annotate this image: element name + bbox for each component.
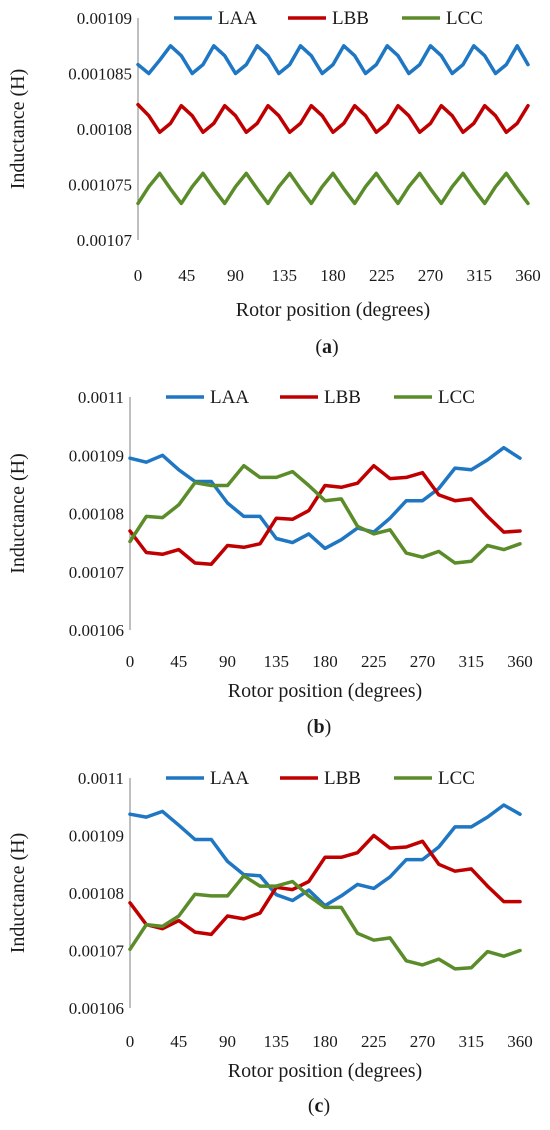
y-tick-label: 0.00107 [69, 563, 125, 582]
x-tick-label: 0 [134, 266, 143, 285]
y-tick-label: 0.0011 [78, 769, 124, 788]
x-tick-label: 225 [361, 652, 387, 671]
y-tick-label: 0.00108 [77, 120, 132, 139]
legend-label-laa: LAA [210, 387, 249, 408]
series-line-laa [128, 445, 522, 551]
y-tick-label: 0.00108 [69, 884, 124, 903]
y-tick-label: 0.001085 [68, 65, 132, 84]
x-axis-label: Rotor position (degrees) [228, 1060, 422, 1082]
legend-label-lcc: LCC [438, 387, 475, 408]
x-axis-label: Rotor position (degrees) [228, 680, 422, 702]
legend-label-laa: LAA [218, 8, 257, 29]
x-tick-label: 180 [320, 266, 346, 285]
x-tick-label: 225 [361, 1032, 387, 1051]
legend-label-lbb: LBB [324, 387, 361, 408]
x-tick-label: 270 [418, 266, 444, 285]
legend: LAA LBB LCC [170, 5, 502, 31]
panel-caption: (b) [307, 716, 331, 738]
legend-label-lcc: LCC [446, 8, 483, 29]
x-tick-label: 45 [178, 266, 195, 285]
x-tick-label: 270 [410, 652, 436, 671]
x-tick-label: 90 [227, 266, 244, 285]
x-tick-label: 0 [126, 1032, 135, 1051]
y-tick-label: 0.00109 [69, 446, 124, 465]
x-tick-label: 45 [170, 1032, 187, 1051]
x-tick-label: 135 [264, 652, 290, 671]
x-tick-label: 90 [219, 1032, 236, 1051]
series-line-lbb [128, 833, 522, 937]
series-line-laa [128, 803, 522, 908]
legend-label-laa: LAA [210, 768, 249, 789]
x-tick-label: 360 [515, 266, 541, 285]
legend-label-lbb: LBB [324, 768, 361, 789]
y-tick-label: 0.00106 [69, 621, 124, 640]
x-tick-label: 315 [459, 652, 485, 671]
legend-label-lcc: LCC [438, 768, 475, 789]
x-tick-label: 315 [467, 266, 493, 285]
chart-panel-c: 0.00106 0.00107 0.00108 0.00109 0.0011 0 45 90 1… [7, 765, 533, 1117]
x-tick-label: 180 [312, 1032, 338, 1051]
x-tick-label: 180 [312, 652, 338, 671]
y-tick-label: 0.00107 [77, 231, 133, 250]
y-tick-label: 0.00109 [69, 827, 124, 846]
x-tick-label: 225 [369, 266, 395, 285]
x-tick-label: 90 [219, 652, 236, 671]
legend: LAA LBB LCC [162, 384, 494, 410]
y-tick-label: 0.00109 [77, 9, 132, 28]
y-axis-label: Inductance (H) [7, 833, 29, 954]
series-line-lcc [128, 463, 522, 565]
y-tick-label: 0.001075 [68, 176, 132, 195]
series-line-laa [136, 44, 530, 76]
x-tick-label: 135 [264, 1032, 290, 1051]
chart-panel-b: 0.00106 0.00107 0.00108 0.00109 0.0011 0 45 90 1… [7, 384, 533, 738]
y-axis-label: Inductance (H) [7, 453, 29, 574]
y-tick-label: 0.00106 [69, 999, 124, 1018]
x-tick-label: 135 [272, 266, 298, 285]
series-line-lbb [128, 463, 522, 566]
panel-caption: (a) [315, 336, 338, 358]
x-tick-label: 360 [507, 652, 533, 671]
panel-caption: (c) [308, 1095, 330, 1117]
y-axis-label: Inductance (H) [7, 69, 29, 190]
x-tick-label: 270 [410, 1032, 436, 1051]
y-tick-label: 0.0011 [78, 388, 124, 407]
x-tick-label: 315 [459, 1032, 485, 1051]
y-tick-label: 0.00108 [69, 505, 124, 524]
series-line-lcc [128, 874, 522, 971]
y-tick-label: 0.00107 [69, 942, 125, 961]
series-line-lbb [136, 102, 530, 135]
x-axis-label: Rotor position (degrees) [236, 299, 430, 321]
legend: LAA LBB LCC [162, 765, 494, 791]
chart-panel-a: 0.00107 0.001075 0.00108 0.001085 0.00109 0 45… [7, 5, 541, 358]
x-tick-label: 0 [126, 652, 135, 671]
x-tick-label: 45 [170, 652, 187, 671]
x-tick-label: 360 [507, 1032, 533, 1051]
legend-label-lbb: LBB [332, 8, 369, 29]
series-line-lcc [136, 171, 530, 206]
